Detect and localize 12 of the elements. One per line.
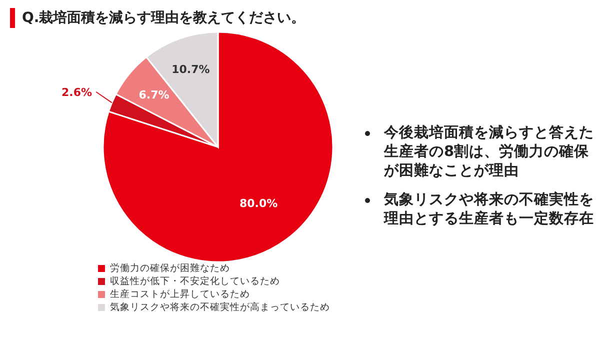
data-label: 2.6% bbox=[62, 86, 92, 99]
pie-slice bbox=[102, 31, 334, 263]
legend-label: 気象リスクや将来の不確実性が高まっているため bbox=[110, 301, 330, 314]
data-label: 10.7% bbox=[172, 62, 210, 76]
text: 気象リスクや将来の不確実性を理由とする生産者も一定数存在 bbox=[384, 192, 594, 227]
chart-title: Q.栽培面積を減らす理由を教えてください。 bbox=[22, 9, 306, 27]
data-label: 80.0% bbox=[239, 196, 278, 210]
legend-label: 労働力の確保が困難なため bbox=[110, 262, 230, 275]
text: 今後栽培面積を減らすと答えた生産者の8割は、労働力の確保が困難なことが理由 bbox=[384, 125, 594, 179]
legend-label: 収益性が低下・不安定化しているため bbox=[110, 275, 280, 288]
data-label: 6.7% bbox=[138, 88, 170, 102]
legend-label: 生産コストが上昇しているため bbox=[110, 288, 250, 301]
